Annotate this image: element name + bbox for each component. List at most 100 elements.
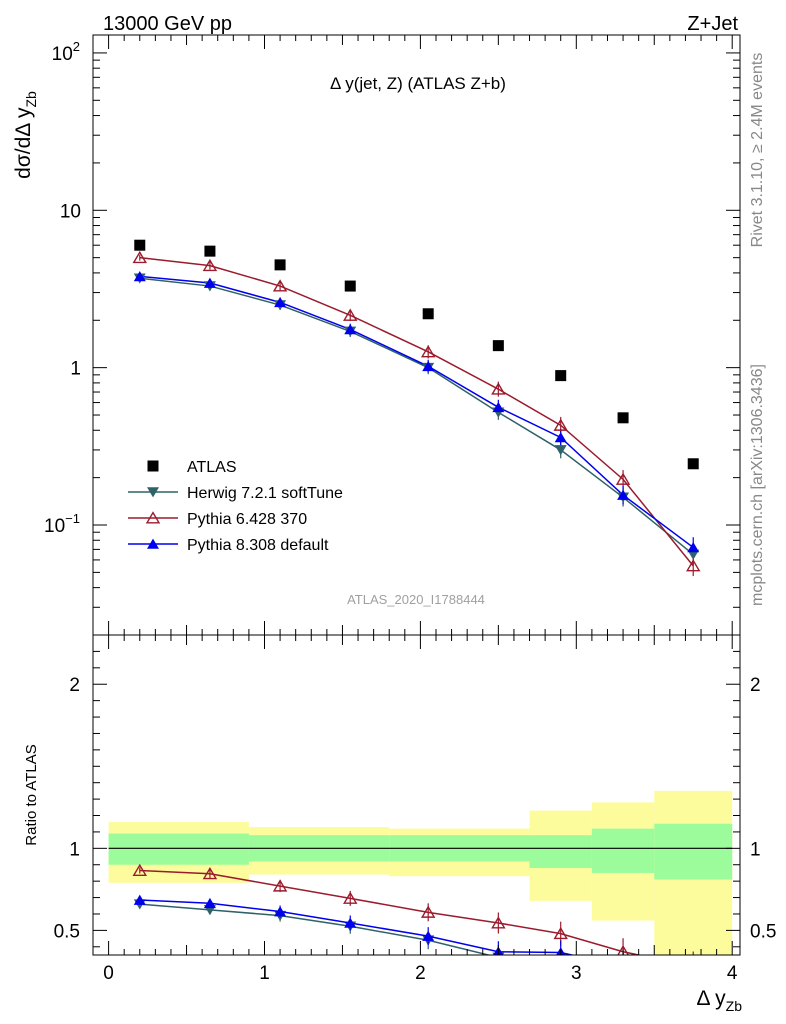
legend-marker-1 xyxy=(147,487,159,498)
rivet-label: Rivet 3.1.10, ≥ 2.4M events xyxy=(749,53,766,248)
mcplots-label-text: mcplots.cern.ch [arXiv:1306.3436] xyxy=(749,364,766,606)
main-point-2-5 xyxy=(491,382,506,395)
ratio-point-1-7 xyxy=(617,944,629,955)
legend: ATLAS Herwig 7.2.1 softTune Pythia 6.428 3… xyxy=(128,459,343,554)
analysis-id: ATLAS_2020_I1788444 xyxy=(347,592,485,607)
main-point-3-4 xyxy=(422,360,435,372)
x-tick-label: 4 xyxy=(727,963,738,984)
main-point-0-6 xyxy=(555,370,567,382)
main-y-tick-exp: 2 xyxy=(73,39,80,54)
main-point-3-8 xyxy=(687,542,700,553)
main-point-3-3 xyxy=(344,324,357,335)
ratio-point-2-7 xyxy=(617,961,629,971)
ratio-point-1-5 xyxy=(491,916,506,929)
main-y-tick-exp: −1 xyxy=(65,511,80,526)
main-point-3-5 xyxy=(492,401,505,413)
ratio-y-tick-label: 2 xyxy=(69,675,80,696)
legend-marker-2 xyxy=(145,511,161,524)
main-point-3-1 xyxy=(203,277,216,288)
main-point-3-7 xyxy=(617,489,630,500)
header-right-title: Z+Jet xyxy=(687,13,738,35)
ratio-point-0-6 xyxy=(555,958,567,968)
ratio-band-inner xyxy=(654,823,733,880)
main-point-0-4 xyxy=(422,308,434,320)
ratio-y-tick-label: 0.5 xyxy=(54,921,80,942)
x-label-sub: Zb xyxy=(726,998,743,1014)
main-point-2-8 xyxy=(686,559,701,572)
ratio-point-1-6 xyxy=(553,926,568,940)
ratio-y-tick-label-right: 1 xyxy=(750,839,761,860)
main-point-0-8 xyxy=(687,458,699,470)
legend-label-0: ATLAS xyxy=(187,459,237,476)
plot-title: Δ y(jet, Z) (ATLAS Z+b) xyxy=(330,74,506,93)
main-y-tick-label: 10−1 xyxy=(44,511,80,537)
ratio-point-2-4 xyxy=(422,930,435,941)
main-point-0-0 xyxy=(134,239,146,251)
main-point-2-6 xyxy=(553,418,568,431)
legend-marker-0 xyxy=(147,460,159,472)
ratio-point-1-4 xyxy=(420,905,436,918)
ratio-point-2-1 xyxy=(203,897,216,909)
main-y-tick-base: 1 xyxy=(70,359,81,380)
main-point-0-2 xyxy=(274,259,286,271)
x-tick-label: 0 xyxy=(103,963,114,984)
ratio-y-tick-label-right: 0.5 xyxy=(750,921,776,942)
ratio-frame xyxy=(92,634,741,956)
x-tick-label: 2 xyxy=(415,963,426,984)
x-label-text: Δ y xyxy=(696,987,726,1010)
ratio-point-2-3 xyxy=(344,917,357,928)
ratio-point-1-8 xyxy=(687,961,699,971)
ratio-band-inner xyxy=(529,835,592,869)
main-point-1-6 xyxy=(554,445,567,456)
ratio-axes: 0 1 2 3 4 0.5 0.5 1 1 2 2 xyxy=(54,634,776,984)
ratio-y-tick-label-right: 2 xyxy=(750,675,761,696)
ratio-panel: 0 1 2 3 4 0.5 0.5 1 1 2 2 Ratio to ATLAS Δ yZb xyxy=(23,634,776,1014)
ratio-point-1-2 xyxy=(272,879,288,892)
main-point-2-0 xyxy=(132,250,147,264)
rivet-label-text: Rivet 3.1.10, ≥ 2.4M events xyxy=(749,53,766,248)
ratio-y-axis-label: Ratio to ATLAS xyxy=(23,744,40,845)
ratio-series-layer xyxy=(132,863,699,976)
main-series-layer xyxy=(132,239,701,577)
ratio-y-tick-label: 1 xyxy=(69,839,80,860)
main-point-3-0 xyxy=(133,271,146,282)
main-y-tick-label: 10 xyxy=(60,201,81,222)
ratio-point-1-3 xyxy=(343,891,358,904)
legend-label-1: Herwig 7.2.1 softTune xyxy=(187,485,343,502)
ratio-point-0-7 xyxy=(617,962,629,972)
main-y-tick-base: 10 xyxy=(44,516,65,537)
legend-label-2: Pythia 6.428 370 xyxy=(187,511,307,528)
main-point-2-3 xyxy=(343,308,358,321)
main-point-3-2 xyxy=(274,296,287,308)
ratio-bands xyxy=(108,790,733,955)
ratio-point-0-8 xyxy=(687,965,699,975)
main-point-0-7 xyxy=(617,412,629,424)
main-point-2-2 xyxy=(272,279,288,292)
ratio-point-2-0 xyxy=(133,894,146,905)
main-y-tick-label: 1 xyxy=(70,359,81,380)
main-point-2-1 xyxy=(202,258,218,272)
x-tick-label: 1 xyxy=(259,963,270,984)
ratio-point-2-8 xyxy=(687,966,699,976)
main-point-2-4 xyxy=(420,345,436,358)
svg-text:dσ/dΔ yZb: dσ/dΔ yZb xyxy=(12,91,39,179)
ratio-y-label-text: Ratio to ATLAS xyxy=(23,744,40,845)
main-point-2-7 xyxy=(615,472,631,485)
main-y-label-sub: Zb xyxy=(23,91,39,108)
ratio-point-1-1 xyxy=(202,866,218,880)
main-line-3 xyxy=(139,275,694,549)
legend-marker-3 xyxy=(147,538,159,549)
main-point-0-1 xyxy=(204,245,216,257)
main-point-3-6 xyxy=(554,432,567,443)
mcplots-label: mcplots.cern.ch [arXiv:1306.3436] xyxy=(749,364,766,606)
main-y-tick-base: 10 xyxy=(52,44,73,65)
main-point-0-3 xyxy=(344,280,356,292)
main-y-tick-base: 10 xyxy=(60,201,81,222)
legend-label-3: Pythia 8.308 default xyxy=(187,537,329,554)
main-point-0-5 xyxy=(492,340,504,352)
main-y-tick-label: 102 xyxy=(52,39,80,65)
header-left-title: 13000 GeV pp xyxy=(103,13,232,35)
